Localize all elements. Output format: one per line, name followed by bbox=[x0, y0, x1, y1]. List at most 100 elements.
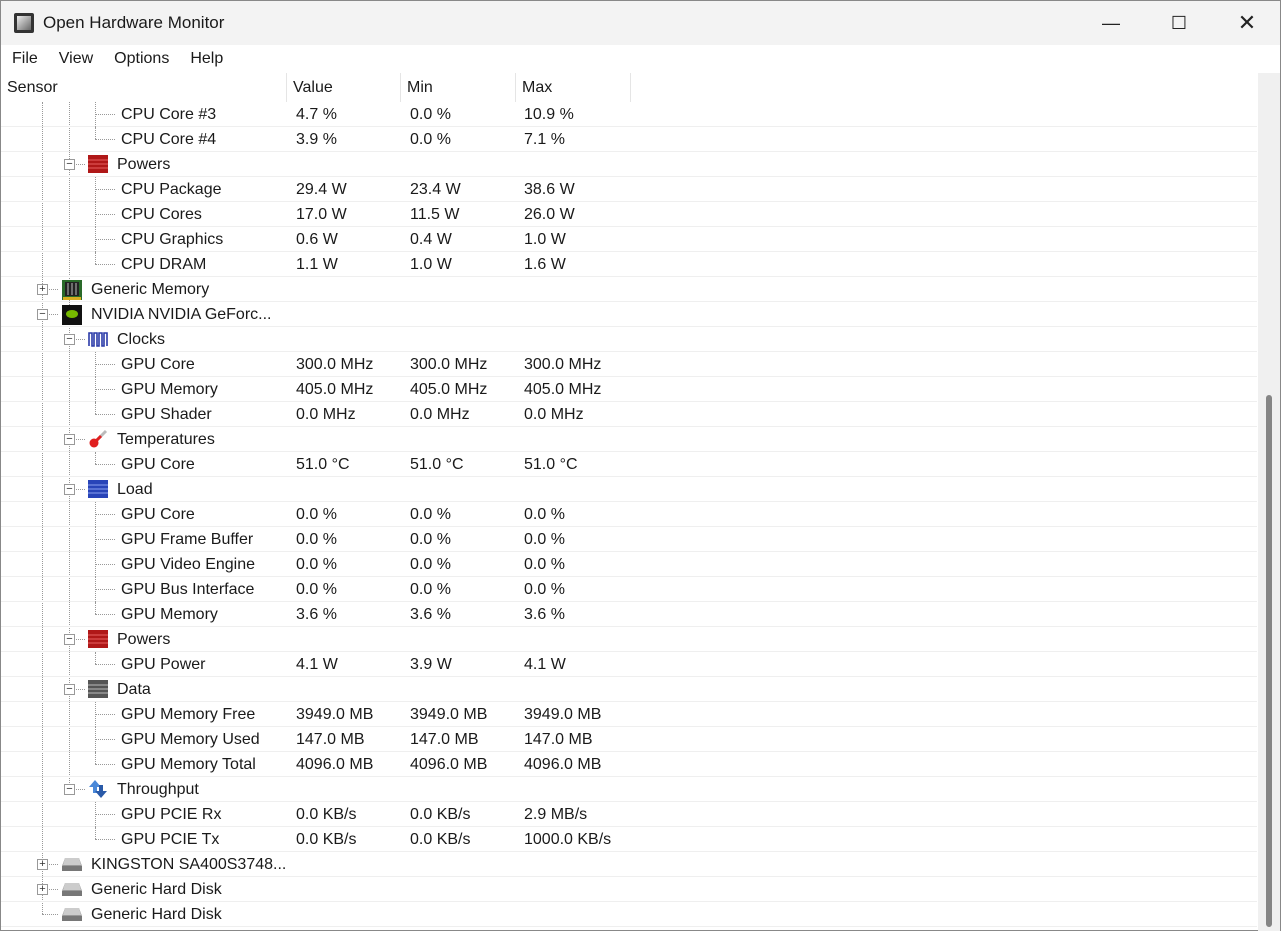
sensor-max: 0.0 MHz bbox=[524, 406, 584, 423]
tree-line bbox=[95, 614, 115, 615]
table-row[interactable]: GPU Memory Total 4096.0 MB 4096.0 MB 4096.0… bbox=[1, 752, 1257, 777]
sensor-value: 0.0 % bbox=[296, 581, 337, 598]
tree-line bbox=[95, 114, 115, 115]
tree-line bbox=[95, 602, 96, 614]
collapse-toggle[interactable]: − bbox=[64, 434, 75, 445]
menu-view[interactable]: View bbox=[58, 50, 94, 67]
expand-toggle[interactable]: + bbox=[37, 859, 48, 870]
table-row[interactable]: + Generic Memory bbox=[1, 277, 1257, 302]
table-row[interactable]: − Temperatures bbox=[1, 427, 1257, 452]
sensor-max: 38.6 W bbox=[524, 181, 575, 198]
table-row[interactable]: CPU Core #3 4.7 % 0.0 % 10.9 % bbox=[1, 102, 1257, 127]
sensor-value: 51.0 °C bbox=[296, 456, 350, 473]
table-row[interactable]: GPU Memory Used 147.0 MB 147.0 MB 147.0 MB bbox=[1, 727, 1257, 752]
header-value[interactable]: Value bbox=[287, 73, 401, 102]
table-row[interactable]: + KINGSTON SA400S3748... bbox=[1, 852, 1257, 877]
expand-toggle[interactable]: + bbox=[37, 884, 48, 895]
tree-line bbox=[95, 664, 115, 665]
table-row[interactable]: GPU Memory 405.0 MHz 405.0 MHz 405.0 MHz bbox=[1, 377, 1257, 402]
tree-line bbox=[95, 564, 115, 565]
sensor-min: 23.4 W bbox=[410, 181, 461, 198]
sensor-value: 3949.0 MB bbox=[296, 706, 374, 723]
table-row[interactable]: − Clocks bbox=[1, 327, 1257, 352]
power-icon bbox=[87, 629, 109, 649]
sensor-max: 3.6 % bbox=[524, 606, 565, 623]
menu-file[interactable]: File bbox=[12, 50, 38, 67]
table-row[interactable]: − Throughput bbox=[1, 777, 1257, 802]
header-min[interactable]: Min bbox=[401, 73, 516, 102]
scrollbar-thumb[interactable] bbox=[1266, 395, 1272, 927]
tree-line bbox=[95, 252, 96, 264]
sensor-tree: CPU Core #3 4.7 % 0.0 % 10.9 % CPU Core #4 3.… bbox=[1, 102, 1257, 931]
table-row[interactable]: Generic Hard Disk bbox=[1, 902, 1257, 927]
table-row[interactable]: − Powers bbox=[1, 627, 1257, 652]
tree-line bbox=[42, 102, 43, 914]
tree-line bbox=[95, 214, 115, 215]
sensor-label: KINGSTON SA400S3748... bbox=[91, 856, 287, 873]
sensor-min: 0.0 % bbox=[410, 106, 451, 123]
tree-line bbox=[95, 402, 96, 414]
collapse-toggle[interactable]: − bbox=[64, 684, 75, 695]
table-row[interactable]: GPU Bus Interface 0.0 % 0.0 % 0.0 % bbox=[1, 577, 1257, 602]
table-row[interactable]: GPU Power 4.1 W 3.9 W 4.1 W bbox=[1, 652, 1257, 677]
minimize-button[interactable]: — bbox=[1102, 12, 1120, 33]
header-sensor[interactable]: Sensor bbox=[1, 73, 287, 102]
table-row[interactable]: − NVIDIA NVIDIA GeForc... bbox=[1, 302, 1257, 327]
maximize-button[interactable]: ☐ bbox=[1170, 12, 1188, 33]
table-row[interactable]: GPU PCIE Rx 0.0 KB/s 0.0 KB/s 2.9 MB/s bbox=[1, 802, 1257, 827]
collapse-toggle[interactable]: − bbox=[64, 159, 75, 170]
header-max[interactable]: Max bbox=[516, 73, 631, 102]
table-row[interactable]: GPU PCIE Tx 0.0 KB/s 0.0 KB/s 1000.0 KB/s bbox=[1, 827, 1257, 852]
sensor-value: 0.6 W bbox=[296, 231, 338, 248]
tree-line bbox=[95, 464, 115, 465]
tree-line bbox=[69, 164, 85, 165]
sensor-max: 0.0 % bbox=[524, 531, 565, 548]
collapse-toggle[interactable]: − bbox=[64, 634, 75, 645]
collapse-toggle[interactable]: − bbox=[37, 309, 48, 320]
tree-line bbox=[95, 452, 96, 464]
sensor-value: 29.4 W bbox=[296, 181, 347, 198]
table-row[interactable]: GPU Core 0.0 % 0.0 % 0.0 % bbox=[1, 502, 1257, 527]
table-row[interactable]: CPU Core #4 3.9 % 0.0 % 7.1 % bbox=[1, 127, 1257, 152]
table-row[interactable]: − Data bbox=[1, 677, 1257, 702]
sensor-max: 4096.0 MB bbox=[524, 756, 602, 773]
sensor-label: CPU Core #4 bbox=[121, 131, 217, 148]
table-row[interactable]: GPU Core 51.0 °C 51.0 °C 51.0 °C bbox=[1, 452, 1257, 477]
table-row[interactable]: CPU Cores 17.0 W 11.5 W 26.0 W bbox=[1, 202, 1257, 227]
table-row[interactable]: CPU Package 29.4 W 23.4 W 38.6 W bbox=[1, 177, 1257, 202]
table-row[interactable]: GPU Memory 3.6 % 3.6 % 3.6 % bbox=[1, 602, 1257, 627]
table-row[interactable]: − Powers bbox=[1, 152, 1257, 177]
collapse-toggle[interactable]: − bbox=[64, 784, 75, 795]
table-row[interactable]: GPU Video Engine 0.0 % 0.0 % 0.0 % bbox=[1, 552, 1257, 577]
tree-line bbox=[69, 489, 85, 490]
tree-line bbox=[69, 639, 85, 640]
vertical-scrollbar[interactable] bbox=[1258, 73, 1280, 931]
table-row[interactable]: CPU Graphics 0.6 W 0.4 W 1.0 W bbox=[1, 227, 1257, 252]
tree-line bbox=[95, 752, 96, 764]
expand-toggle[interactable]: + bbox=[37, 284, 48, 295]
table-row[interactable]: + Generic Hard Disk bbox=[1, 877, 1257, 902]
table-row[interactable]: CPU DRAM 1.1 W 1.0 W 1.6 W bbox=[1, 252, 1257, 277]
table-row[interactable]: GPU Memory Free 3949.0 MB 3949.0 MB 3949.0 … bbox=[1, 702, 1257, 727]
sensor-label: CPU DRAM bbox=[121, 256, 207, 273]
sensor-value: 3.6 % bbox=[296, 606, 337, 623]
collapse-toggle[interactable]: − bbox=[64, 484, 75, 495]
sensor-max: 0.0 % bbox=[524, 581, 565, 598]
sensor-min: 0.0 KB/s bbox=[410, 806, 471, 823]
close-button[interactable]: ✕ bbox=[1237, 10, 1257, 35]
table-row[interactable]: GPU Frame Buffer 0.0 % 0.0 % 0.0 % bbox=[1, 527, 1257, 552]
gpu-icon bbox=[61, 304, 83, 325]
sensor-value: 3.9 % bbox=[296, 131, 337, 148]
table-row[interactable]: − Load bbox=[1, 477, 1257, 502]
table-row[interactable]: GPU Shader 0.0 MHz 0.0 MHz 0.0 MHz bbox=[1, 402, 1257, 427]
power-icon bbox=[87, 154, 109, 174]
menu-options[interactable]: Options bbox=[114, 50, 170, 67]
sensor-min: 300.0 MHz bbox=[410, 356, 488, 373]
table-row[interactable]: GPU Core 300.0 MHz 300.0 MHz 300.0 MHz bbox=[1, 352, 1257, 377]
menu-help[interactable]: Help bbox=[190, 50, 224, 67]
collapse-toggle[interactable]: − bbox=[64, 334, 75, 345]
tree-line bbox=[95, 652, 96, 664]
sensor-label: GPU Frame Buffer bbox=[121, 531, 254, 548]
sensor-label: GPU Video Engine bbox=[121, 556, 256, 573]
